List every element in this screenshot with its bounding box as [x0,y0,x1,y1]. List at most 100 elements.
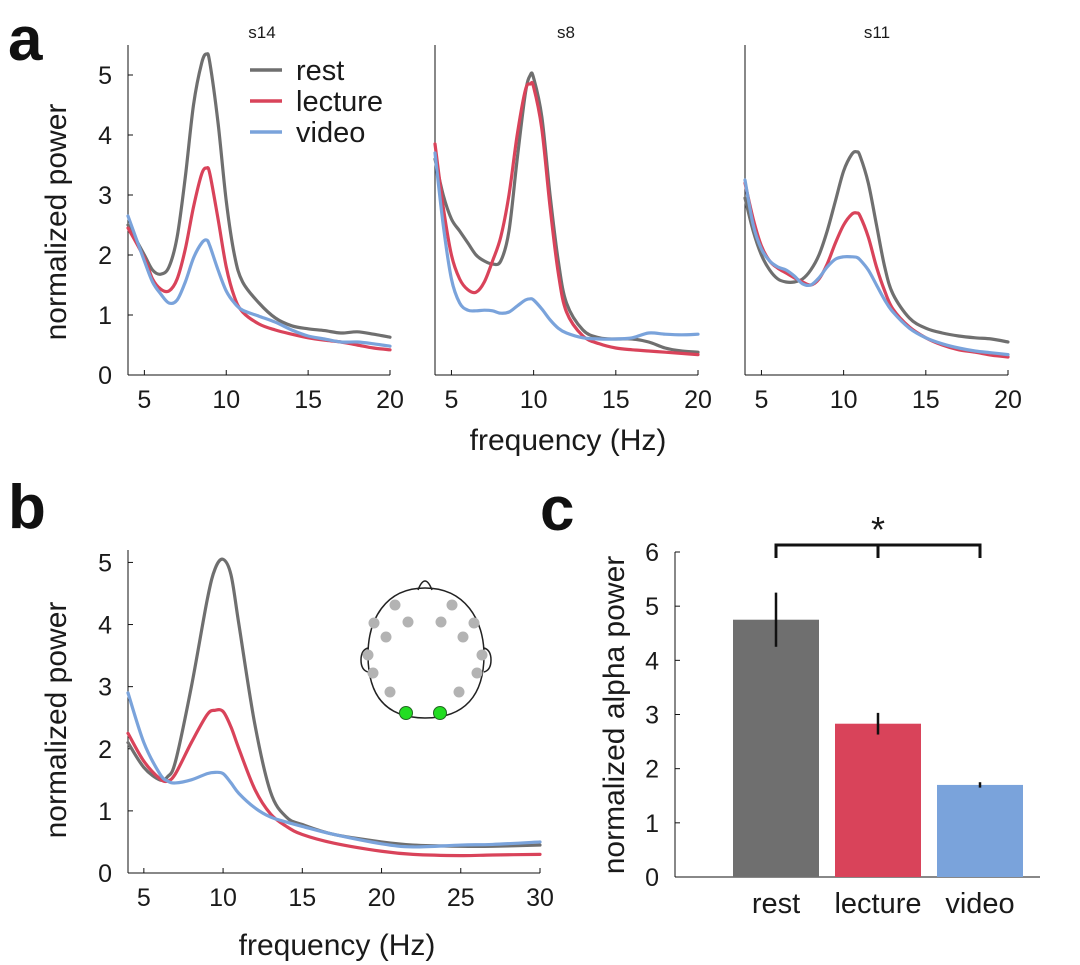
series-line-video [126,214,392,348]
panel-a-s14: s14 normalized power 5 10 15 20 0 1 2 3 4 5 rest … [40,23,404,414]
y-tick-label: 6 [645,539,659,567]
significance-bracket: * [774,509,982,558]
x-tick-label: 5 [137,884,151,912]
x-tick-label: 10 [212,386,240,414]
panel-a-s11: s11 5 10 15 20 [743,23,1022,414]
y-axis-label: normalized alpha power [598,556,631,875]
y-tick-label: 1 [98,798,112,826]
x-tick-label: 20 [376,386,404,414]
category-label-rest: rest [752,888,800,920]
y-tick-label: 5 [98,549,112,577]
electrode-inactive [362,649,374,661]
y-tick-label: 4 [98,612,112,640]
y-tick-label: 0 [98,362,112,390]
electrode-inactive [457,631,469,643]
panel-b-average: normalized power frequency (Hz) 5 10 15 20 2… [40,549,554,962]
y-axis-label: normalized power [40,602,73,839]
subplot-title: s14 [248,23,275,42]
x-axis-label: frequency (Hz) [239,929,436,962]
panel-letter-b: b [8,473,46,542]
category-label-video: video [945,888,1014,920]
legend-label-video: video [296,117,365,149]
electrode-inactive [435,616,447,628]
series-line-lecture [433,80,700,357]
left-ear [360,647,369,673]
electrode-inactive [468,617,480,629]
legend-label-rest: rest [296,55,344,87]
x-tick-label: 15 [912,386,940,414]
series-line-video [433,151,700,341]
series-line-lecture [126,166,392,352]
curve-group [433,71,700,357]
y-tick-label: 2 [98,242,112,270]
electrode-inactive [384,686,396,698]
electrode-inactive [367,667,379,679]
curve-group [743,149,1010,359]
legend: rest lecture video [250,55,383,149]
panel-c-alpha-bars: normalized alpha power 0 1 2 3 4 5 6 rest lectu… [598,509,1040,920]
x-tick-label: 10 [209,884,237,912]
x-tick-label: 5 [137,386,151,414]
head-outline [367,587,485,719]
x-tick-label: 5 [754,386,768,414]
bar-group: rest lecture video [733,592,1023,920]
x-tick-label: 15 [602,386,630,414]
y-tick-label: 0 [645,864,659,892]
subplot-title: s11 [864,23,890,42]
electrode-selected [433,706,447,720]
x-tick-label: 25 [447,884,475,912]
panel-letter-c: c [540,475,574,544]
y-tick-label: 5 [645,593,659,621]
series-line-rest [126,557,542,849]
y-tick-label: 1 [645,810,659,838]
x-tick-label: 5 [444,386,458,414]
significance-star: * [871,509,885,550]
x-tick-label: 10 [830,386,858,414]
electrode-inactive [380,631,392,643]
y-tick-label: 3 [645,702,659,730]
series-line-rest [126,52,392,339]
tick-group: 5 10 15 20 [744,45,1022,414]
electrode-inactive [402,616,414,628]
bracket-line [774,543,982,558]
y-tick-label: 1 [98,302,112,330]
right-ear [483,647,492,673]
x-tick-label: 20 [994,386,1022,414]
x-tick-label: 15 [288,884,316,912]
y-tick-label: 3 [98,674,112,702]
electrode-selected [399,706,413,720]
panel-letter-a: a [8,5,43,74]
x-tick-label: 15 [294,386,322,414]
panel-a-s8: s8 frequency (Hz) 5 10 15 20 [433,23,712,457]
x-tick-label: 10 [520,386,548,414]
nose [417,580,433,591]
tick-group: 5 10 15 20 25 30 0 1 2 3 4 5 [98,549,554,912]
bar-rest [733,619,819,877]
x-tick-label: 30 [526,884,554,912]
electrode-inactive [476,649,488,661]
x-axis-label: frequency (Hz) [470,424,667,457]
subplot-title: s8 [557,23,575,42]
y-tick-label: 0 [98,860,112,888]
electrode-inactive [389,599,401,611]
x-tick-label: 20 [368,884,396,912]
electrode-inactive [471,667,483,679]
curve-group [126,52,392,352]
bar-video [937,784,1023,877]
electrode-inactive [453,686,465,698]
y-tick-label: 4 [645,647,659,675]
y-tick-label: 2 [645,756,659,784]
electrodes [362,599,488,720]
y-tick-label: 3 [98,182,112,210]
y-axis-label: normalized power [40,104,73,341]
curve-group [126,557,542,858]
category-label-lecture: lecture [834,888,921,920]
tick-group: 5 10 15 20 [434,45,712,414]
tick-group: 5 10 15 20 0 1 2 3 4 5 [98,45,404,414]
y-tick-label: 4 [98,122,112,150]
legend-label-lecture: lecture [296,86,383,118]
bar-lecture [835,723,921,877]
electrode-inactive [446,599,458,611]
y-tick-label: 5 [98,62,112,90]
